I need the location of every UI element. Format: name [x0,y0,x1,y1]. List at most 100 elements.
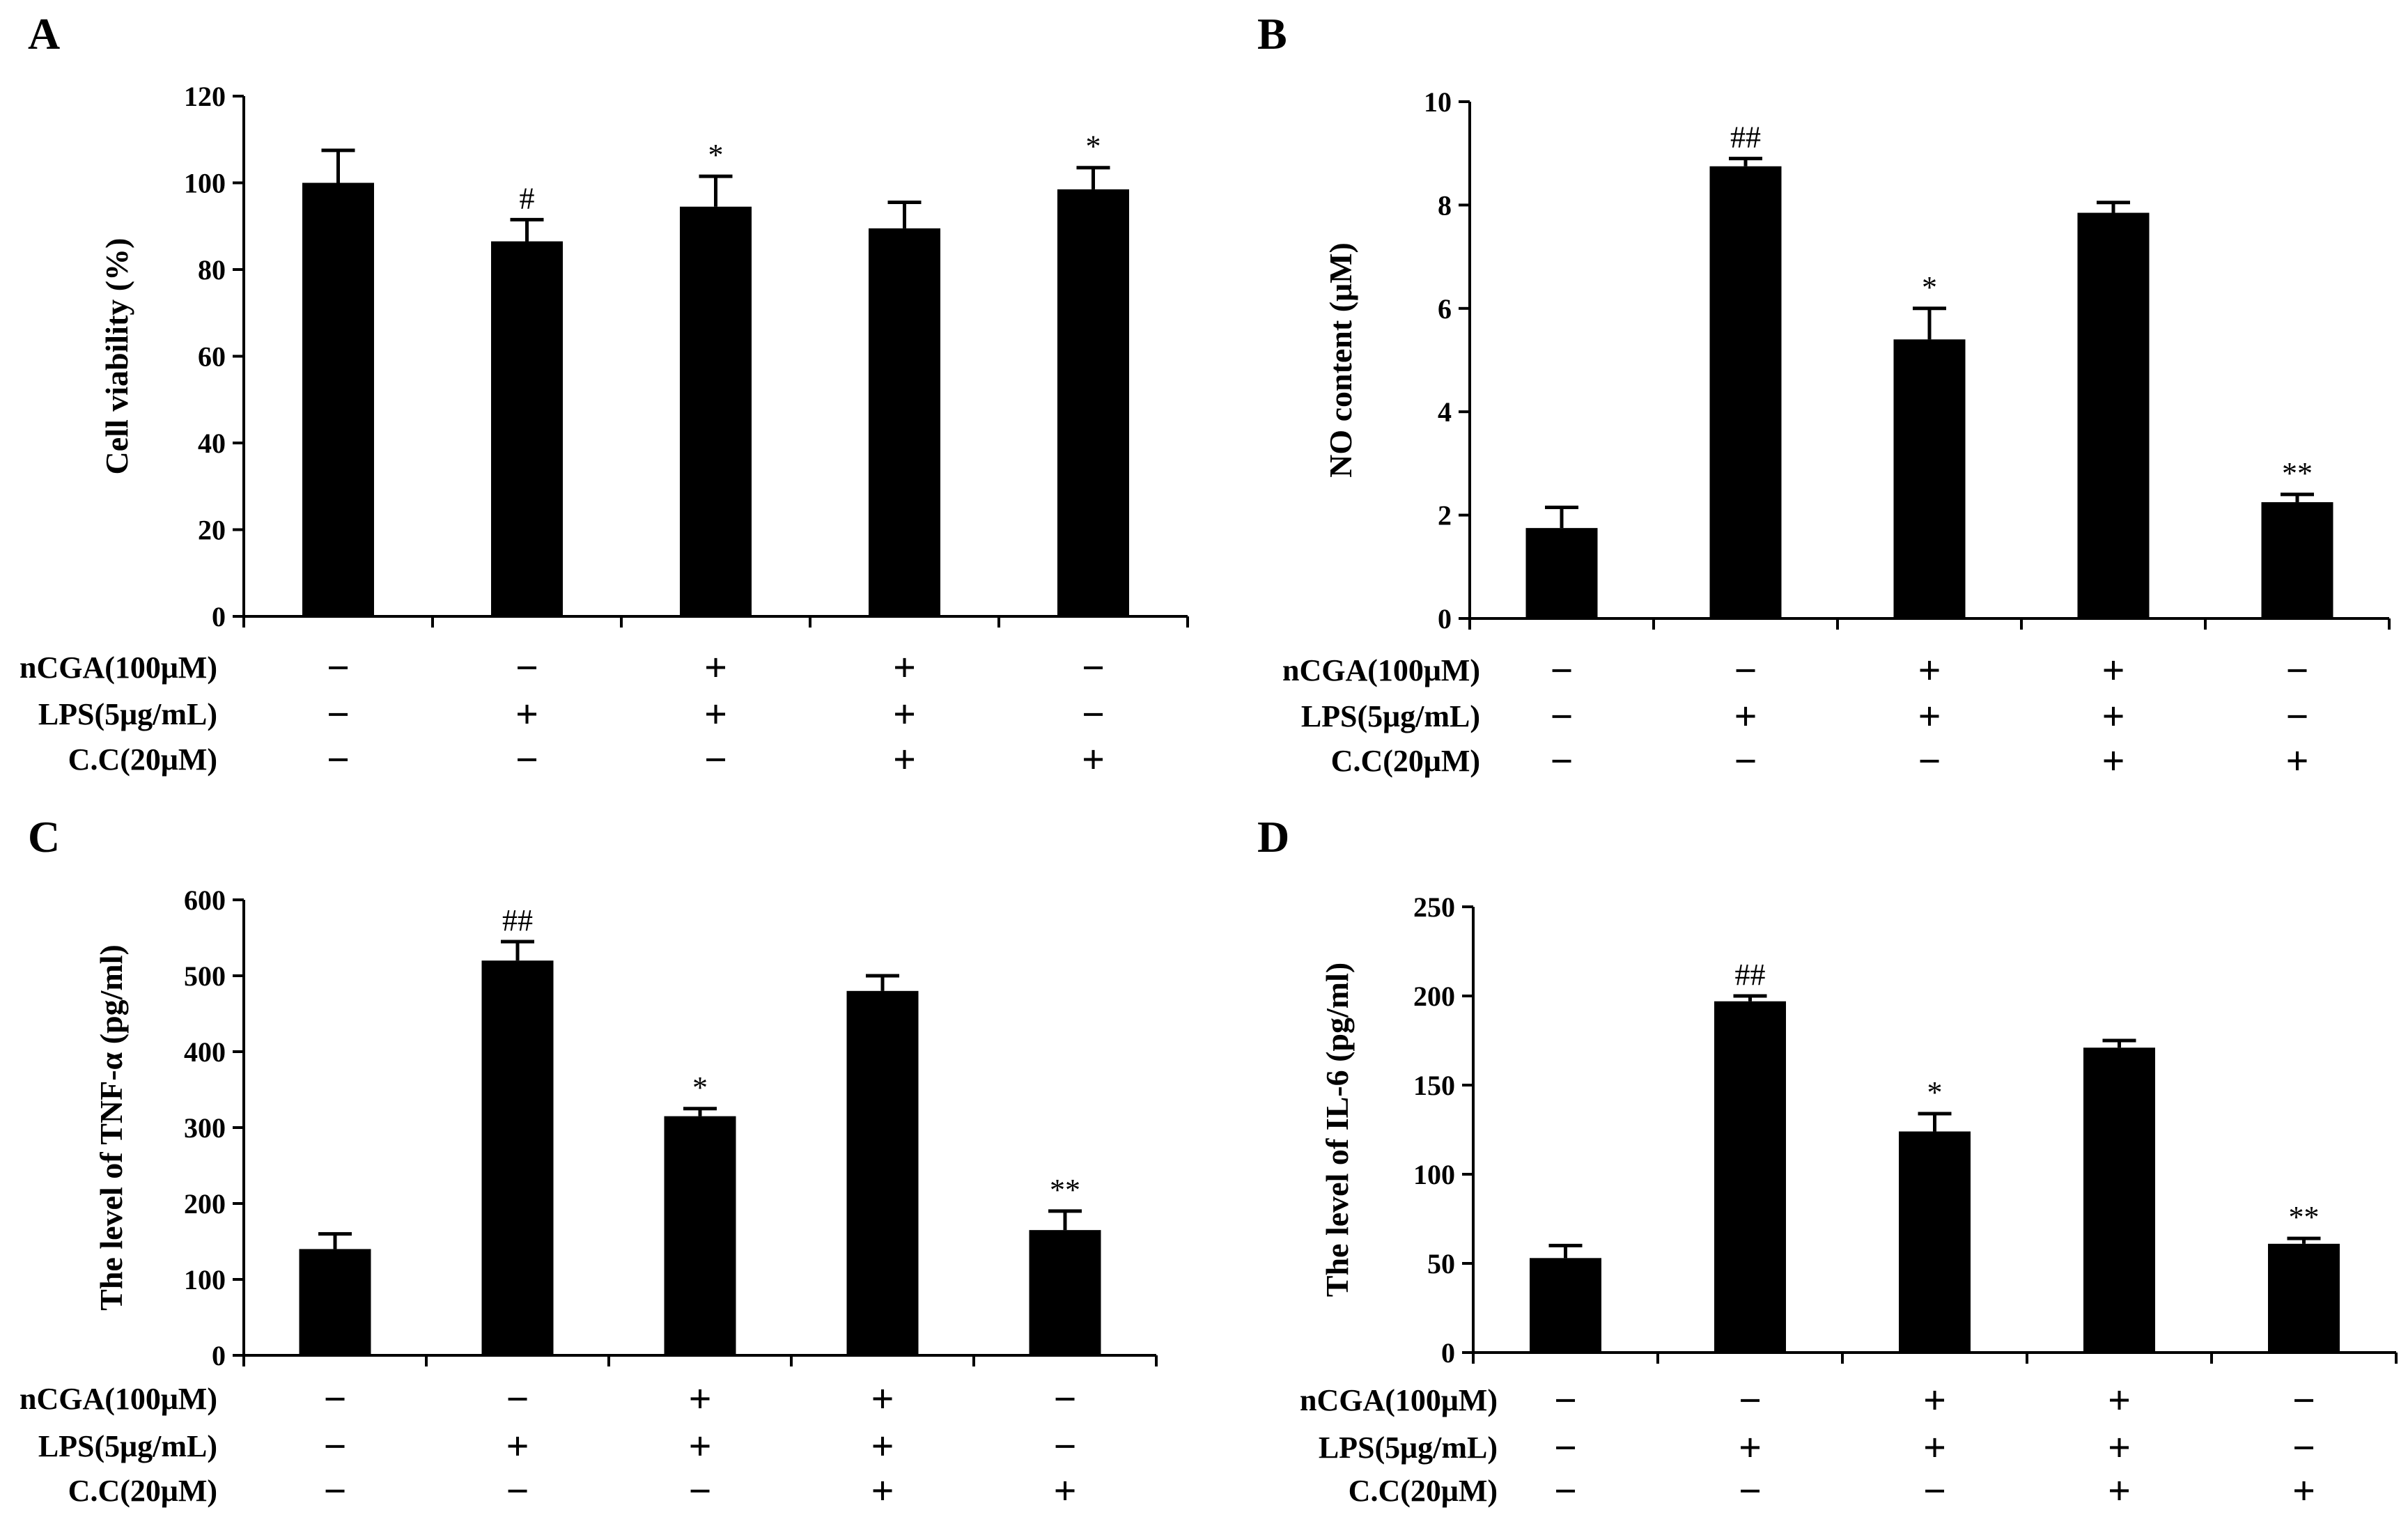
significance-label: ** [2289,1200,2320,1234]
treatment-sign: + [893,645,916,690]
y-tick-label: 50 [1427,1248,1455,1279]
treatment-label: C.C(20μM) [68,1474,217,1508]
y-tick-label: 200 [1413,981,1455,1012]
treatment-sign: − [1082,692,1105,737]
y-tick-label: 0 [1441,1337,1455,1369]
y-tick-label: 200 [184,1188,226,1220]
y-tick-label: 4 [1438,396,1452,428]
treatment-sign: + [871,1376,894,1421]
treatment-sign: − [506,1468,529,1513]
y-tick-label: 0 [212,601,226,632]
treatment-sign: − [1053,1376,1076,1421]
treatment-sign: − [327,692,350,737]
treatment-sign: − [323,1376,346,1421]
treatment-sign: − [1554,1425,1577,1470]
bar [1714,1001,1786,1353]
treatment-sign: + [2102,648,2125,693]
treatment-sign: − [1739,1378,1762,1423]
significance-label: * [1927,1075,1943,1109]
panel-d: D The level of IL-6 (pg/ml) 0 50 100 150 200 25… [1257,812,2398,1513]
y-tick-label: 120 [184,81,226,112]
treatment-label: LPS(5μg/mL) [1301,699,1480,733]
treatment-sign: − [2285,648,2308,693]
treatment-sign: + [1053,1468,1076,1513]
treatment-sign: − [1554,1378,1577,1423]
treatment-label: nCGA(100μM) [20,1382,217,1416]
treatment-label: C.C(20μM) [1331,744,1480,778]
bar [1029,1230,1101,1355]
treatment-sign: + [704,645,727,690]
bar [302,182,374,616]
y-tick-label: 100 [184,168,226,199]
y-tick-label: 500 [184,960,226,992]
treatment-sign: − [515,737,538,782]
treatment-sign: + [2108,1468,2131,1513]
treatment-sign: + [704,692,727,737]
y-tick-label: 6 [1438,293,1452,325]
treatment-sign: + [2108,1378,2131,1423]
treatment-sign: + [1918,648,1941,693]
y-tick-label: 600 [184,885,226,916]
treatment-sign: − [327,737,350,782]
treatment-sign: − [1918,738,1941,784]
panel-a: A Cell viability (%) 0 20 40 60 80 100 120 # * * nCG… [20,9,1189,782]
treatment-sign: − [506,1376,529,1421]
treatment-label: LPS(5μg/mL) [38,1429,217,1463]
treatment-label: C.C(20μM) [1349,1474,1498,1508]
treatment-label: LPS(5μg/mL) [38,697,217,731]
treatment-sign: + [688,1424,711,1469]
treatment-sign: + [893,737,916,782]
bar [2261,502,2333,618]
treatment-sign: + [2102,694,2125,739]
treatment-sign: − [1082,645,1105,690]
significance-label: * [1922,270,1937,304]
significance-label: ** [1050,1173,1080,1207]
treatment-sign: − [704,737,727,782]
y-axis-title: NO content (μM) [1323,242,1358,478]
y-tick-label: 2 [1438,500,1452,531]
treatment-label: C.C(20μM) [68,742,217,777]
y-tick-label: 0 [1438,603,1452,634]
bar [1709,166,1782,618]
panel-letter: B [1257,9,1287,59]
treatment-label: nCGA(100μM) [1282,653,1480,687]
y-tick-label: 400 [184,1036,226,1068]
treatment-sign: + [1923,1378,1946,1423]
panel-letter: C [28,812,60,862]
y-tick-label: 250 [1413,891,1455,923]
significance-label: ## [1735,958,1766,992]
significance-label: # [520,181,535,215]
y-tick-label: 10 [1424,86,1452,118]
y-tick-label: 60 [198,341,226,373]
treatment-sign: − [1734,738,1757,784]
treatment-sign: + [506,1424,529,1469]
treatment-sign: + [1918,694,1941,739]
bar [1899,1131,1971,1353]
treatment-sign: + [2285,738,2308,784]
y-tick-label: 150 [1413,1070,1455,1101]
y-axis-title: Cell viability (%) [99,238,134,475]
bar [299,1249,371,1355]
treatment-sign: − [2292,1425,2315,1470]
treatment-sign: − [1923,1468,1946,1513]
significance-label: ## [1730,120,1761,155]
treatment-sign: + [1739,1425,1762,1470]
treatment-sign: + [1923,1425,1946,1470]
y-axis-title: The level of TNF-α (pg/ml) [93,944,129,1311]
bar [1530,1258,1601,1353]
bar [680,206,752,616]
treatment-sign: − [1734,648,1757,693]
significance-label: ## [502,903,533,937]
y-tick-label: 20 [198,515,226,546]
significance-label: * [1086,130,1101,164]
treatment-sign: − [1739,1468,1762,1513]
treatment-sign: − [327,645,350,690]
panel-letter: A [28,9,60,59]
bar [2268,1243,2340,1353]
treatment-sign: + [2102,738,2125,784]
treatment-sign: − [515,645,538,690]
bar [846,990,919,1355]
bar [1525,528,1598,618]
